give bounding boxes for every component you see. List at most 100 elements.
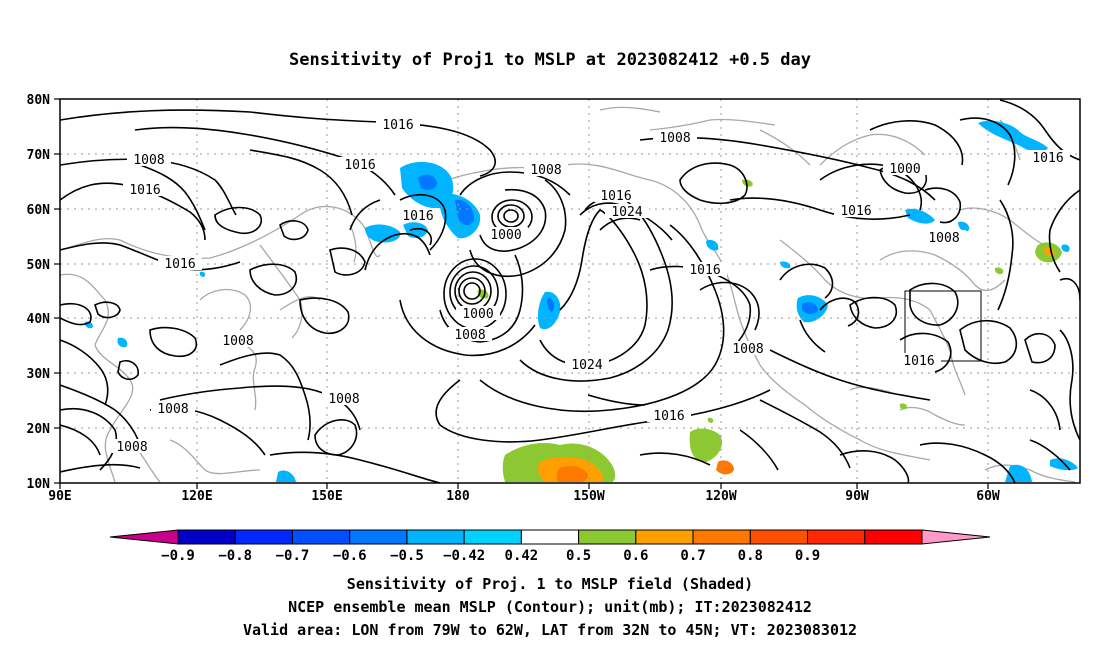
contour-label-text: 1008 bbox=[328, 392, 359, 407]
contour-label: 1008 bbox=[127, 152, 171, 168]
colorbar-swatch bbox=[635, 529, 694, 545]
colorbar-swatch bbox=[234, 529, 293, 545]
colorbar-swatch bbox=[749, 529, 809, 545]
lon-label: 150E bbox=[311, 489, 342, 504]
contour-label-text: 1008 bbox=[659, 131, 690, 146]
lon-label: 150W bbox=[573, 489, 604, 504]
lat-label: 10N bbox=[27, 477, 51, 492]
contour-label: 1016 bbox=[158, 256, 202, 272]
lon-axis: 90E 120E 150E 180 150W 120W 90W 60W bbox=[48, 483, 1000, 504]
colorbar-swatch bbox=[520, 529, 580, 545]
contour-label: 1016 bbox=[834, 203, 878, 219]
contour-label-text: 1008 bbox=[530, 163, 561, 178]
colorbar-label: −0.8 bbox=[218, 548, 252, 564]
contour-label: 1000 bbox=[456, 306, 500, 322]
contour-label-text: 1016 bbox=[903, 354, 934, 369]
colorbar-label: 0.7 bbox=[680, 548, 705, 564]
contour-label: 1008 bbox=[110, 439, 154, 455]
contour-label-text: 1016 bbox=[1032, 151, 1063, 166]
lat-label: 40N bbox=[27, 312, 51, 327]
contour-label-text: 1016 bbox=[600, 189, 631, 204]
contour-label: 1016 bbox=[594, 188, 638, 204]
colorbar-label: −0.9 bbox=[161, 548, 195, 564]
contour-label: 1016 bbox=[897, 353, 941, 369]
lon-label: 180 bbox=[446, 489, 470, 504]
contour-label: 1008 bbox=[653, 130, 697, 146]
colorbar-label: 0.6 bbox=[623, 548, 648, 564]
contour-label: 1016 bbox=[1026, 150, 1070, 166]
lat-label: 80N bbox=[27, 93, 51, 108]
contour-label-text: 1008 bbox=[454, 328, 485, 343]
contour-label-text: 1008 bbox=[157, 402, 188, 417]
lat-label: 20N bbox=[27, 422, 51, 437]
lon-label: 120W bbox=[705, 489, 736, 504]
contour-label: 1008 bbox=[448, 327, 492, 343]
contour-label-text: 1024 bbox=[611, 205, 642, 220]
contour-label: 1016 bbox=[338, 157, 382, 173]
contour-label: 1016 bbox=[123, 182, 167, 198]
colorbar-label: 0.8 bbox=[738, 548, 763, 564]
colorbar-labels: −0.9 −0.8 −0.7 −0.6 −0.5 −0.42 0.42 0.5 0.6 0.7 0.… bbox=[161, 548, 820, 564]
lat-axis: 80N 70N 60N 50N 40N 30N 20N 10N bbox=[27, 93, 60, 492]
contour-label: 1016 bbox=[376, 117, 420, 133]
contour-label-text: 1016 bbox=[129, 183, 160, 198]
colorbar-swatch bbox=[291, 529, 351, 545]
colorbar-arrow-right bbox=[921, 529, 991, 545]
mslp-contours bbox=[60, 99, 1080, 483]
colorbar-swatch bbox=[406, 529, 465, 545]
contour-label: 1000 bbox=[883, 161, 927, 177]
colorbar-swatch bbox=[807, 529, 866, 545]
contour-label: 1000 bbox=[484, 227, 528, 243]
sensitivity-shading bbox=[84, 120, 1078, 482]
contour-label-text: 1016 bbox=[382, 118, 413, 133]
contour-label: 1008 bbox=[216, 333, 260, 349]
map-border bbox=[59, 98, 1081, 484]
contour-label: 1008 bbox=[726, 341, 770, 357]
colorbar-label: −0.6 bbox=[333, 548, 367, 564]
lat-label: 70N bbox=[27, 148, 51, 163]
contour-labels: 1016 1008 1008 1016 1016 1008 1016 1016 bbox=[110, 117, 1070, 455]
lat-label: 50N bbox=[27, 258, 51, 273]
contour-label: 1024 bbox=[605, 204, 649, 220]
contour-label-text: 1008 bbox=[928, 231, 959, 246]
contour-label-text: 1016 bbox=[402, 209, 433, 224]
colorbar bbox=[109, 529, 991, 545]
contour-label: 1016 bbox=[683, 262, 727, 278]
colorbar-swatch bbox=[692, 529, 751, 545]
colorbar-swatch bbox=[177, 529, 236, 545]
colorbar-swatch bbox=[864, 529, 923, 545]
contour-label-text: 1024 bbox=[571, 358, 602, 373]
contour-label-text: 1000 bbox=[462, 307, 493, 322]
contour-label-text: 1008 bbox=[133, 153, 164, 168]
contour-label-text: 1000 bbox=[889, 162, 920, 177]
footer-line-3: Valid area: LON from 79W to 62W, LAT fro… bbox=[242, 621, 858, 639]
contour-label-text: 1016 bbox=[689, 263, 720, 278]
lon-label: 60W bbox=[976, 489, 1000, 504]
contour-label: 1008 bbox=[322, 391, 366, 407]
footer-line-2: NCEP ensemble mean MSLP (Contour); unit(… bbox=[288, 598, 812, 616]
contour-label-text: 1016 bbox=[840, 204, 871, 219]
lon-label: 90E bbox=[48, 489, 71, 504]
map-title: Sensitivity of Proj1 to MSLP at 20230824… bbox=[289, 50, 811, 70]
contour-label-text: 1016 bbox=[164, 257, 195, 272]
contour-label: 1008 bbox=[922, 230, 966, 246]
colorbar-swatch bbox=[349, 529, 408, 545]
contour-label-text: 1008 bbox=[222, 334, 253, 349]
contour-label-text: 1008 bbox=[116, 440, 147, 455]
contour-label-text: 1016 bbox=[653, 409, 684, 424]
contour-label-text: 1016 bbox=[344, 158, 375, 173]
lon-label: 120E bbox=[181, 489, 212, 504]
lon-label: 90W bbox=[845, 489, 869, 504]
contour-label: 1016 bbox=[647, 408, 691, 424]
colorbar-swatch bbox=[463, 529, 522, 545]
contour-label: 1016 bbox=[396, 208, 440, 224]
colorbar-arrow-left bbox=[109, 529, 179, 545]
contour-label-text: 1008 bbox=[732, 342, 763, 357]
footer-line-1: Sensitivity of Proj. 1 to MSLP field (Sh… bbox=[346, 575, 754, 593]
contour-label-text: 1000 bbox=[490, 228, 521, 243]
colorbar-label: −0.42 bbox=[443, 548, 485, 564]
lat-label: 30N bbox=[27, 367, 51, 382]
colorbar-label: −0.5 bbox=[390, 548, 424, 564]
contour-label: 1024 bbox=[565, 357, 609, 373]
